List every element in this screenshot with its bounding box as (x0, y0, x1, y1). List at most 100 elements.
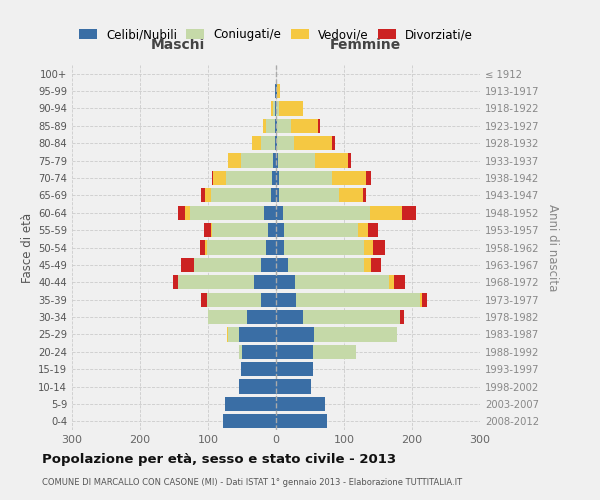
Bar (178, 206, 185, 220)
Bar (295, 136, 332, 150)
Bar (271, 188, 276, 202)
Bar (211, 223, 212, 237)
Bar (291, 118, 318, 133)
Bar (239, 328, 276, 342)
Bar (400, 310, 404, 324)
Legend: Celibi/Nubili, Coniugati/e, Vedovi/e, Divorziati/e: Celibi/Nubili, Coniugati/e, Vedovi/e, Di… (74, 24, 478, 46)
Bar (316, 154, 348, 168)
Bar (276, 292, 296, 307)
Bar (276, 102, 280, 116)
Text: Femmine: Femmine (330, 38, 401, 52)
Bar (201, 292, 206, 307)
Bar (247, 310, 276, 324)
Bar (261, 292, 276, 307)
Bar (241, 154, 273, 168)
Bar (371, 258, 382, 272)
Bar (284, 223, 358, 237)
Bar (272, 102, 275, 116)
Bar (389, 275, 394, 289)
Bar (208, 310, 247, 324)
Bar (348, 154, 352, 168)
Bar (403, 206, 416, 220)
Bar (358, 223, 368, 237)
Y-axis label: Fasce di età: Fasce di età (21, 212, 34, 282)
Bar (303, 310, 400, 324)
Bar (373, 240, 385, 254)
Bar (288, 258, 364, 272)
Bar (280, 188, 339, 202)
Bar (229, 154, 241, 168)
Bar (241, 362, 276, 376)
Bar (268, 223, 276, 237)
Bar (276, 328, 314, 342)
Bar (200, 240, 205, 254)
Text: COMUNE DI MARCALLO CON CASONE (MI) - Dati ISTAT 1° gennaio 2013 - Elaborazione T: COMUNE DI MARCALLO CON CASONE (MI) - Dat… (42, 478, 462, 487)
Bar (278, 154, 316, 168)
Bar (204, 223, 211, 237)
Bar (276, 240, 284, 254)
Bar (276, 188, 280, 202)
Bar (185, 206, 190, 220)
Bar (205, 240, 206, 254)
Bar (276, 118, 277, 133)
Bar (223, 414, 276, 428)
Bar (227, 328, 229, 342)
Bar (276, 310, 303, 324)
Bar (296, 292, 420, 307)
Bar (214, 171, 226, 185)
Bar (394, 275, 404, 289)
Bar (242, 344, 276, 359)
Bar (364, 240, 373, 254)
Bar (277, 118, 291, 133)
Bar (276, 223, 284, 237)
Bar (254, 275, 276, 289)
Bar (295, 275, 389, 289)
Bar (332, 171, 366, 185)
Bar (276, 154, 278, 168)
Bar (239, 380, 276, 394)
Bar (194, 258, 261, 272)
Bar (261, 136, 275, 150)
Bar (272, 171, 276, 185)
Bar (201, 188, 205, 202)
Bar (313, 344, 356, 359)
Bar (280, 102, 303, 116)
Bar (370, 206, 403, 220)
Bar (277, 136, 295, 150)
Bar (332, 136, 335, 150)
Bar (277, 84, 280, 98)
Bar (276, 380, 311, 394)
Bar (211, 188, 271, 202)
Bar (366, 171, 371, 185)
Bar (276, 397, 325, 411)
Bar (284, 240, 364, 254)
Bar (239, 344, 242, 359)
Bar (276, 136, 277, 150)
Bar (275, 102, 276, 116)
Bar (266, 240, 276, 254)
Text: Maschi: Maschi (151, 38, 205, 52)
Bar (206, 292, 261, 307)
Bar (422, 292, 427, 307)
Bar (266, 118, 275, 133)
Bar (271, 102, 272, 116)
Bar (264, 206, 276, 220)
Bar (276, 344, 313, 359)
Bar (276, 362, 313, 376)
Bar (275, 118, 276, 133)
Bar (251, 136, 261, 150)
Text: Popolazione per età, sesso e stato civile - 2013: Popolazione per età, sesso e stato civil… (42, 452, 396, 466)
Bar (276, 84, 277, 98)
Bar (276, 258, 288, 272)
Bar (181, 258, 194, 272)
Bar (212, 171, 214, 185)
Bar (276, 275, 295, 289)
Bar (368, 223, 378, 237)
Bar (276, 206, 283, 220)
Bar (229, 328, 239, 342)
Bar (190, 206, 264, 220)
Bar (178, 275, 254, 289)
Bar (420, 292, 422, 307)
Bar (261, 258, 276, 272)
Bar (314, 328, 397, 342)
